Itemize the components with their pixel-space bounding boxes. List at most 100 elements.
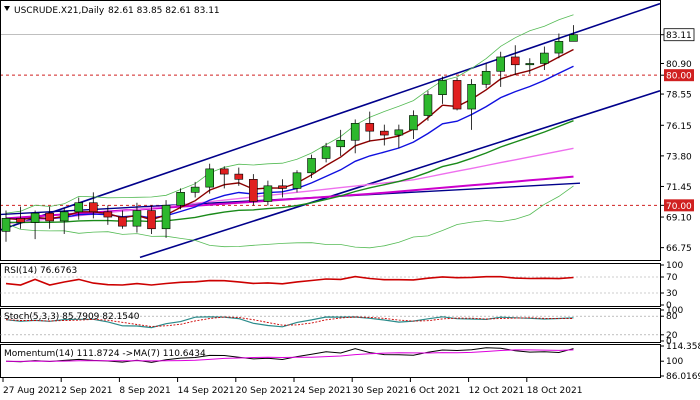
indicator-tick-label: 114.3586: [666, 342, 700, 352]
candle[interactable]: [219, 166, 229, 189]
candle-body: [74, 202, 84, 213]
price-tick-label: 78.55: [666, 91, 692, 101]
channel-lower-line[interactable]: [139, 90, 660, 259]
candle-body: [176, 192, 185, 206]
candle-body: [278, 185, 287, 189]
indicator-tick-label: 86.0169: [666, 372, 700, 382]
candle[interactable]: [16, 206, 25, 229]
candle[interactable]: [263, 180, 273, 206]
candle[interactable]: [1, 210, 11, 242]
candle[interactable]: [569, 25, 578, 42]
indicator-tick-label: 20: [666, 331, 678, 341]
candle-body: [118, 216, 127, 227]
channel-upper-line[interactable]: [0, 2, 660, 231]
date-tick-label: 20 Sep 2021: [236, 386, 293, 396]
candle-body: [336, 139, 345, 148]
momentum-plot: [5, 347, 574, 363]
candle[interactable]: [336, 129, 345, 156]
candle[interactable]: [350, 119, 360, 154]
candle-body: [379, 130, 389, 136]
candle[interactable]: [147, 205, 156, 234]
candle[interactable]: [496, 51, 506, 87]
candle[interactable]: [394, 124, 404, 149]
candle-body: [147, 210, 156, 230]
candle[interactable]: [45, 206, 54, 229]
candle-body: [89, 202, 98, 213]
candle[interactable]: [59, 207, 69, 234]
candle[interactable]: [540, 46, 549, 70]
date-tick-label: 24 Sep 2021: [294, 386, 351, 396]
candle[interactable]: [452, 77, 462, 111]
candle[interactable]: [409, 110, 418, 139]
indicator-tick-label: 30: [666, 289, 678, 299]
candle[interactable]: [423, 90, 433, 121]
price-panel[interactable]: USCRUDE.X21,Daily 82.61 83.85 82.61 83.1…: [0, 0, 661, 261]
candle[interactable]: [176, 188, 185, 210]
moving-averages: [5, 14, 574, 249]
stoch-main-line: [5, 316, 574, 329]
candle[interactable]: [89, 192, 98, 219]
stoch-plot: [0, 315, 660, 336]
candle-body: [394, 129, 404, 136]
candle[interactable]: [132, 202, 142, 233]
candle-body: [321, 146, 331, 159]
candle[interactable]: [118, 210, 127, 229]
candle[interactable]: [292, 170, 302, 193]
stoch-label: Stoch(5,3,3) 85.7909 82.1540: [4, 312, 140, 322]
candle-body: [132, 210, 142, 227]
candle[interactable]: [205, 163, 214, 194]
candle-body: [205, 168, 214, 188]
date-tick-label: 27 Aug 2021: [3, 386, 61, 396]
candle-body: [350, 123, 360, 141]
candle-body: [481, 70, 491, 85]
price-axis: 83.11 80.90 80.00 78.55 76.15 73.80 71.45 70.00…: [660, 28, 695, 254]
candle[interactable]: [321, 142, 331, 163]
candle[interactable]: [365, 111, 375, 142]
candle[interactable]: [278, 179, 287, 198]
candle[interactable]: [307, 154, 316, 179]
candle[interactable]: [74, 197, 84, 220]
candle[interactable]: [30, 210, 40, 240]
current-price-box: [663, 28, 695, 42]
rsi-line: [5, 275, 574, 286]
rsi-panel-frame: [0, 263, 661, 307]
candle[interactable]: [525, 58, 535, 74]
candle-body: [190, 186, 200, 193]
momentum-panel[interactable]: Momentum(14) 111.8724 ->MA(7) 110.6434: [0, 344, 661, 378]
candle-body: [365, 123, 375, 132]
candle[interactable]: [554, 33, 564, 59]
stoch-panel-frame: [0, 308, 661, 343]
rsi-panel[interactable]: RSI(14) 76.6763: [0, 263, 661, 307]
candle-body: [263, 185, 273, 202]
candle[interactable]: [510, 45, 520, 76]
candle[interactable]: [103, 205, 113, 225]
candle[interactable]: [234, 167, 244, 186]
candle[interactable]: [379, 124, 389, 146]
candle-body: [467, 83, 476, 110]
candle[interactable]: [438, 76, 447, 104]
indicator-tick-label: 100: [666, 357, 683, 367]
price-panel-frame: [0, 0, 661, 261]
price-tick-label: 76.15: [666, 122, 692, 132]
date-axis: 27 Aug 2021 2 Sep 2021 8 Sep 2021 14 Sep 20…: [2, 378, 582, 396]
candle[interactable]: [190, 181, 200, 198]
candle[interactable]: [249, 174, 258, 206]
momentum-label: Momentum(14) 111.8724 ->MA(7) 110.6434: [4, 349, 206, 359]
level-label-box: [664, 199, 694, 212]
candle-body: [510, 56, 520, 66]
date-tick-label: 6 Oct 2021: [410, 386, 460, 396]
candle[interactable]: [161, 200, 171, 238]
candles[interactable]: [1, 25, 578, 242]
indicator-tick-label: 70: [666, 273, 678, 283]
ohlc-readout: 82.61 83.85 82.61 83.11: [108, 6, 220, 16]
price-plot-area[interactable]: [0, 2, 660, 259]
candle-body: [219, 168, 229, 175]
candle[interactable]: [467, 79, 476, 130]
candle-body: [249, 179, 258, 202]
date-tick-label: 14 Sep 2021: [178, 386, 235, 396]
candle[interactable]: [481, 63, 491, 89]
candle-body: [103, 211, 113, 218]
stoch-panel[interactable]: Stoch(5,3,3) 85.7909 82.1540: [0, 308, 661, 343]
rsi-label: RSI(14) 76.6763: [4, 266, 77, 276]
